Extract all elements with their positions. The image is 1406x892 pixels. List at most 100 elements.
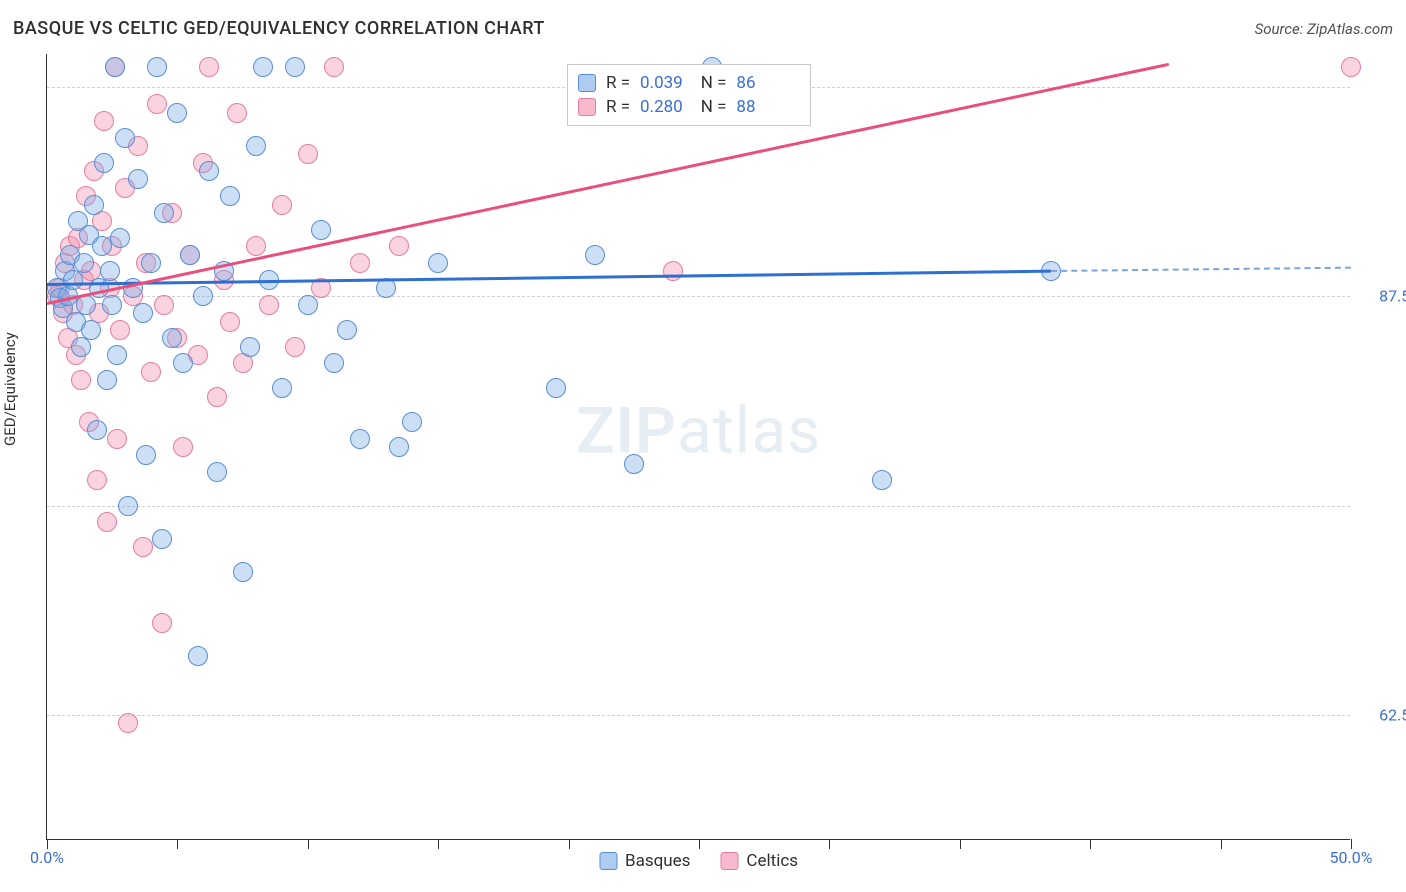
scatter-point-basque	[162, 328, 182, 348]
x-tick-label: 50.0%	[1330, 848, 1373, 867]
scatter-point-celtic	[246, 236, 266, 256]
scatter-point-basque	[246, 136, 266, 156]
scatter-point-basque	[136, 445, 156, 465]
scatter-point-celtic	[663, 261, 683, 281]
scatter-point-celtic	[110, 320, 130, 340]
stats-n-celtic: 88	[736, 97, 755, 117]
swatch-celtic-icon	[720, 852, 738, 870]
scatter-point-celtic	[118, 713, 138, 733]
scatter-point-basque	[102, 295, 122, 315]
scatter-point-basque	[872, 470, 892, 490]
scatter-point-basque	[193, 286, 213, 306]
x-tick	[829, 839, 830, 849]
scatter-point-basque	[152, 529, 172, 549]
stats-n-label: N =	[701, 73, 727, 93]
stats-r-basque: 0.039	[640, 73, 683, 93]
scatter-point-celtic	[199, 57, 219, 77]
scatter-point-basque	[100, 261, 120, 281]
stats-row-basque: R = 0.039 N = 86	[578, 71, 800, 95]
scatter-point-celtic	[220, 312, 240, 332]
bottom-legend: Basques Celtics	[599, 851, 798, 871]
x-tick	[177, 839, 178, 849]
x-tick	[960, 839, 961, 849]
plot-area: 62.5%87.5%0.0%50.0%	[47, 54, 1350, 839]
x-tick	[699, 839, 700, 849]
swatch-basque-icon	[578, 74, 596, 92]
scatter-point-celtic	[207, 387, 227, 407]
scatter-point-celtic	[272, 195, 292, 215]
scatter-point-basque	[337, 320, 357, 340]
scatter-plot: 62.5%87.5%0.0%50.0% ZIPatlas R = 0.039 N…	[46, 54, 1350, 840]
scatter-point-basque	[285, 57, 305, 77]
scatter-point-celtic	[324, 57, 344, 77]
scatter-point-celtic	[350, 253, 370, 273]
scatter-point-basque	[402, 412, 422, 432]
y-tick-label: 87.5%	[1358, 287, 1406, 306]
scatter-point-basque	[188, 646, 208, 666]
scatter-point-basque	[207, 462, 227, 482]
stats-r-celtic: 0.280	[640, 97, 683, 117]
scatter-point-celtic	[285, 337, 305, 357]
scatter-point-celtic	[389, 236, 409, 256]
legend-label-celtic: Celtics	[746, 851, 798, 871]
scatter-point-celtic	[133, 537, 153, 557]
x-tick-label: 0.0%	[30, 848, 64, 867]
legend-item-celtic: Celtics	[720, 851, 798, 871]
scatter-point-celtic	[298, 144, 318, 164]
scatter-point-basque	[389, 437, 409, 457]
scatter-point-celtic	[94, 111, 114, 131]
legend-item-basque: Basques	[599, 851, 690, 871]
scatter-point-basque	[110, 228, 130, 248]
scatter-point-basque	[133, 303, 153, 323]
stats-legend-box: R = 0.039 N = 86 R = 0.280 N = 88	[567, 64, 811, 126]
scatter-point-basque	[87, 420, 107, 440]
y-axis-title: GED/Equivalency	[1, 332, 19, 446]
scatter-point-basque	[107, 345, 127, 365]
scatter-point-basque	[324, 353, 344, 373]
scatter-point-celtic	[173, 437, 193, 457]
scatter-point-basque	[141, 253, 161, 273]
x-tick	[1221, 839, 1222, 849]
scatter-point-celtic	[97, 512, 117, 532]
scatter-point-basque	[118, 496, 138, 516]
scatter-point-celtic	[152, 613, 172, 633]
stats-r-label: R =	[606, 97, 630, 117]
scatter-point-basque	[71, 337, 91, 357]
scatter-point-celtic	[259, 295, 279, 315]
scatter-point-basque	[81, 320, 101, 340]
scatter-point-basque	[173, 353, 193, 373]
scatter-point-basque	[115, 128, 135, 148]
scatter-point-celtic	[147, 94, 167, 114]
stats-n-basque: 86	[736, 73, 755, 93]
scatter-point-basque	[311, 220, 331, 240]
trendline-basque-extension	[1051, 266, 1351, 271]
scatter-point-celtic	[141, 362, 161, 382]
scatter-point-basque	[97, 370, 117, 390]
scatter-point-basque	[128, 169, 148, 189]
gridline	[47, 506, 1350, 507]
scatter-point-basque	[624, 454, 644, 474]
stats-row-celtic: R = 0.280 N = 88	[578, 95, 800, 119]
scatter-point-basque	[585, 245, 605, 265]
scatter-point-basque	[180, 245, 200, 265]
scatter-point-basque	[154, 203, 174, 223]
scatter-point-basque	[94, 153, 114, 173]
scatter-point-basque	[167, 103, 187, 123]
scatter-point-celtic	[227, 103, 247, 123]
scatter-point-celtic	[1341, 57, 1361, 77]
gridline	[47, 715, 1350, 716]
x-tick	[308, 839, 309, 849]
y-tick-label: 62.5%	[1358, 705, 1406, 724]
scatter-point-basque	[240, 337, 260, 357]
swatch-basque-icon	[599, 852, 617, 870]
x-tick	[569, 839, 570, 849]
scatter-point-basque	[92, 236, 112, 256]
gridline	[47, 296, 1350, 297]
stats-r-label: R =	[606, 73, 630, 93]
scatter-point-celtic	[107, 429, 127, 449]
scatter-point-basque	[428, 253, 448, 273]
scatter-point-basque	[74, 253, 94, 273]
x-tick	[1090, 839, 1091, 849]
stats-n-label: N =	[701, 97, 727, 117]
source-label: Source: ZipAtlas.com	[1255, 20, 1393, 38]
